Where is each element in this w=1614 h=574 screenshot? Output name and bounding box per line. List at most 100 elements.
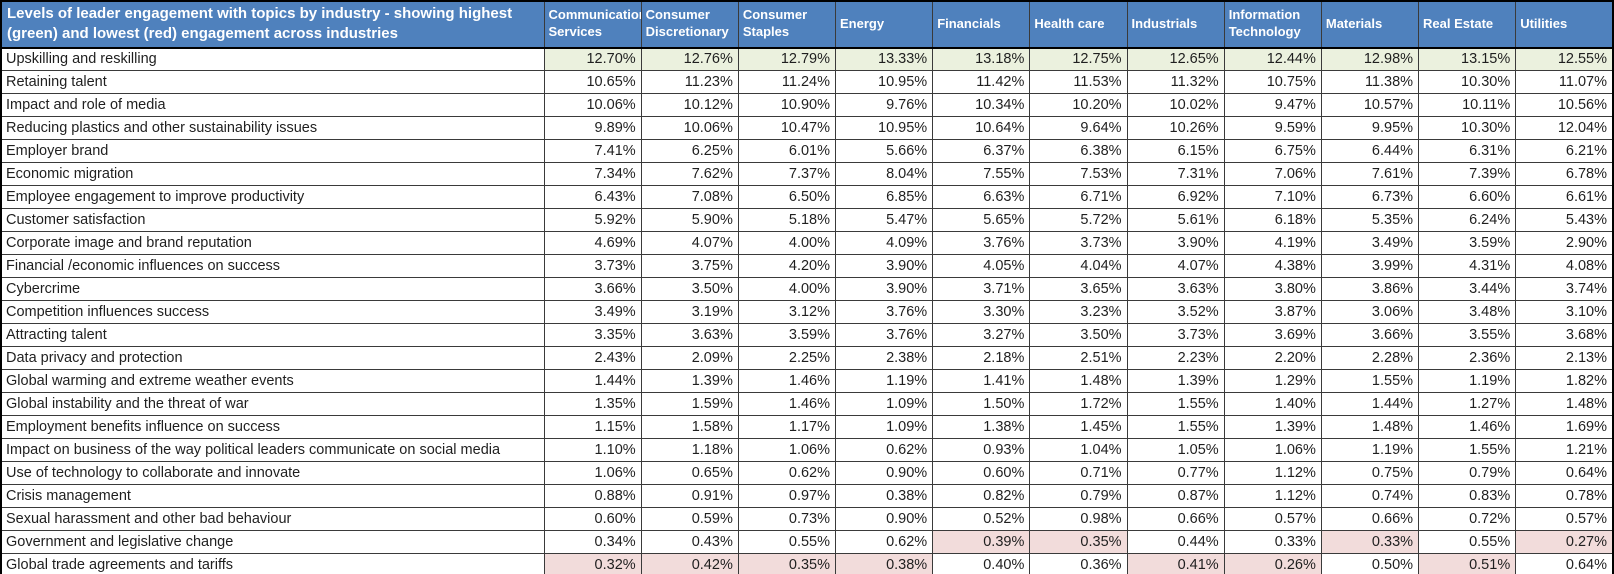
value-cell: 9.95% bbox=[1320, 116, 1420, 140]
value-cell: 6.25% bbox=[640, 139, 739, 163]
column-header: Energy bbox=[835, 0, 934, 49]
value-cell: 0.34% bbox=[543, 530, 642, 554]
value-cell: 4.08% bbox=[1515, 254, 1614, 278]
topic-cell: Employment benefits influence on success bbox=[0, 415, 545, 439]
value-cell: 0.71% bbox=[1029, 461, 1128, 485]
value-cell: 0.64% bbox=[1515, 553, 1614, 574]
value-cell: 5.61% bbox=[1126, 208, 1225, 232]
value-cell: 2.28% bbox=[1320, 346, 1420, 370]
value-cell: 10.75% bbox=[1223, 70, 1322, 94]
value-cell: 2.20% bbox=[1223, 346, 1322, 370]
topic-cell: Customer satisfaction bbox=[0, 208, 545, 232]
value-cell: 6.21% bbox=[1515, 139, 1614, 163]
value-cell: 0.44% bbox=[1126, 530, 1225, 554]
value-cell: 1.50% bbox=[932, 392, 1031, 416]
value-cell: 3.71% bbox=[932, 277, 1031, 301]
value-cell: 12.75% bbox=[1029, 47, 1128, 71]
topic-cell: Reducing plastics and other sustainabili… bbox=[0, 116, 545, 140]
topic-cell: Employer brand bbox=[0, 139, 545, 163]
table-row: Global trade agreements and tariffs 0.32%… bbox=[0, 553, 1614, 574]
value-cell: 2.09% bbox=[640, 346, 739, 370]
topic-cell: Economic migration bbox=[0, 162, 545, 186]
topic-cell: Impact on business of the way political … bbox=[0, 438, 545, 462]
value-cell: 6.63% bbox=[932, 185, 1031, 209]
table-row: Impact and role of media 10.06% 10.12% 10.9… bbox=[0, 93, 1614, 117]
value-cell: 7.10% bbox=[1223, 185, 1322, 209]
value-cell: 1.40% bbox=[1223, 392, 1322, 416]
table-row: Reducing plastics and other sustainabili… bbox=[0, 116, 1614, 140]
value-cell: 0.59% bbox=[640, 507, 739, 531]
value-cell: 5.72% bbox=[1029, 208, 1128, 232]
value-cell: 1.12% bbox=[1223, 484, 1322, 508]
value-cell: 0.82% bbox=[932, 484, 1031, 508]
value-cell: 2.90% bbox=[1515, 231, 1614, 255]
column-header: Information Technology bbox=[1223, 0, 1322, 49]
value-cell: 3.19% bbox=[640, 300, 739, 324]
column-header: Consumer Staples bbox=[737, 0, 837, 49]
value-cell: 10.26% bbox=[1126, 116, 1225, 140]
table-row: Customer satisfaction 5.92% 5.90% 5.18% 5.47… bbox=[0, 208, 1614, 232]
topic-cell: Global instability and the threat of war bbox=[0, 392, 545, 416]
value-cell: 0.38% bbox=[835, 484, 934, 508]
value-cell: 1.39% bbox=[1126, 369, 1225, 393]
value-cell: 7.34% bbox=[543, 162, 642, 186]
value-cell: 3.65% bbox=[1029, 277, 1128, 301]
value-cell: 2.18% bbox=[932, 346, 1031, 370]
value-cell: 12.70% bbox=[543, 47, 642, 71]
value-cell: 0.55% bbox=[737, 530, 837, 554]
value-cell: 1.55% bbox=[1418, 438, 1517, 462]
value-cell: 10.65% bbox=[543, 70, 642, 94]
value-cell: 9.64% bbox=[1029, 116, 1128, 140]
value-cell: 3.12% bbox=[737, 300, 837, 324]
value-cell: 0.55% bbox=[1418, 530, 1517, 554]
value-cell: 0.66% bbox=[1126, 507, 1225, 531]
value-cell: 0.87% bbox=[1126, 484, 1225, 508]
value-cell: 6.01% bbox=[737, 139, 837, 163]
value-cell: 10.02% bbox=[1126, 93, 1225, 117]
value-cell: 3.87% bbox=[1223, 300, 1322, 324]
value-cell: 0.64% bbox=[1515, 461, 1614, 485]
value-cell: 13.33% bbox=[835, 47, 934, 71]
value-cell: 3.75% bbox=[640, 254, 739, 278]
value-cell: 1.19% bbox=[1418, 369, 1517, 393]
value-cell: 4.00% bbox=[737, 231, 837, 255]
value-cell: 11.42% bbox=[932, 70, 1031, 94]
topic-cell: Corporate image and brand reputation bbox=[0, 231, 545, 255]
value-cell: 6.18% bbox=[1223, 208, 1322, 232]
value-cell: 3.49% bbox=[543, 300, 642, 324]
value-cell: 9.76% bbox=[835, 93, 934, 117]
value-cell: 3.06% bbox=[1320, 300, 1420, 324]
column-header: Financials bbox=[932, 0, 1031, 49]
value-cell: 7.31% bbox=[1126, 162, 1225, 186]
value-cell: 2.38% bbox=[835, 346, 934, 370]
value-cell: 6.44% bbox=[1320, 139, 1420, 163]
value-cell: 10.95% bbox=[835, 70, 934, 94]
topic-cell: Financial /economic influences on succes… bbox=[0, 254, 545, 278]
value-cell: 1.21% bbox=[1515, 438, 1614, 462]
value-cell: 3.35% bbox=[543, 323, 642, 347]
table-row: Upskilling and reskilling 12.70% 12.76% 12.… bbox=[0, 47, 1614, 71]
value-cell: 5.92% bbox=[543, 208, 642, 232]
value-cell: 4.20% bbox=[737, 254, 837, 278]
value-cell: 3.52% bbox=[1126, 300, 1225, 324]
value-cell: 1.18% bbox=[640, 438, 739, 462]
value-cell: 0.57% bbox=[1515, 507, 1614, 531]
value-cell: 3.30% bbox=[932, 300, 1031, 324]
value-cell: 0.74% bbox=[1320, 484, 1420, 508]
value-cell: 6.73% bbox=[1320, 185, 1420, 209]
value-cell: 1.55% bbox=[1320, 369, 1420, 393]
value-cell: 1.41% bbox=[932, 369, 1031, 393]
value-cell: 5.18% bbox=[737, 208, 837, 232]
value-cell: 0.77% bbox=[1126, 461, 1225, 485]
value-cell: 5.90% bbox=[640, 208, 739, 232]
table-row: Government and legislative change 0.34% 0.… bbox=[0, 530, 1614, 554]
value-cell: 3.90% bbox=[835, 254, 934, 278]
value-cell: 1.48% bbox=[1029, 369, 1128, 393]
value-cell: 5.35% bbox=[1320, 208, 1420, 232]
table-body: Upskilling and reskilling 12.70% 12.76% 12.… bbox=[0, 47, 1614, 574]
value-cell: 1.09% bbox=[835, 392, 934, 416]
table-row: Global warming and extreme weather event… bbox=[0, 369, 1614, 393]
value-cell: 10.30% bbox=[1418, 70, 1517, 94]
value-cell: 3.50% bbox=[1029, 323, 1128, 347]
value-cell: 1.55% bbox=[1126, 415, 1225, 439]
